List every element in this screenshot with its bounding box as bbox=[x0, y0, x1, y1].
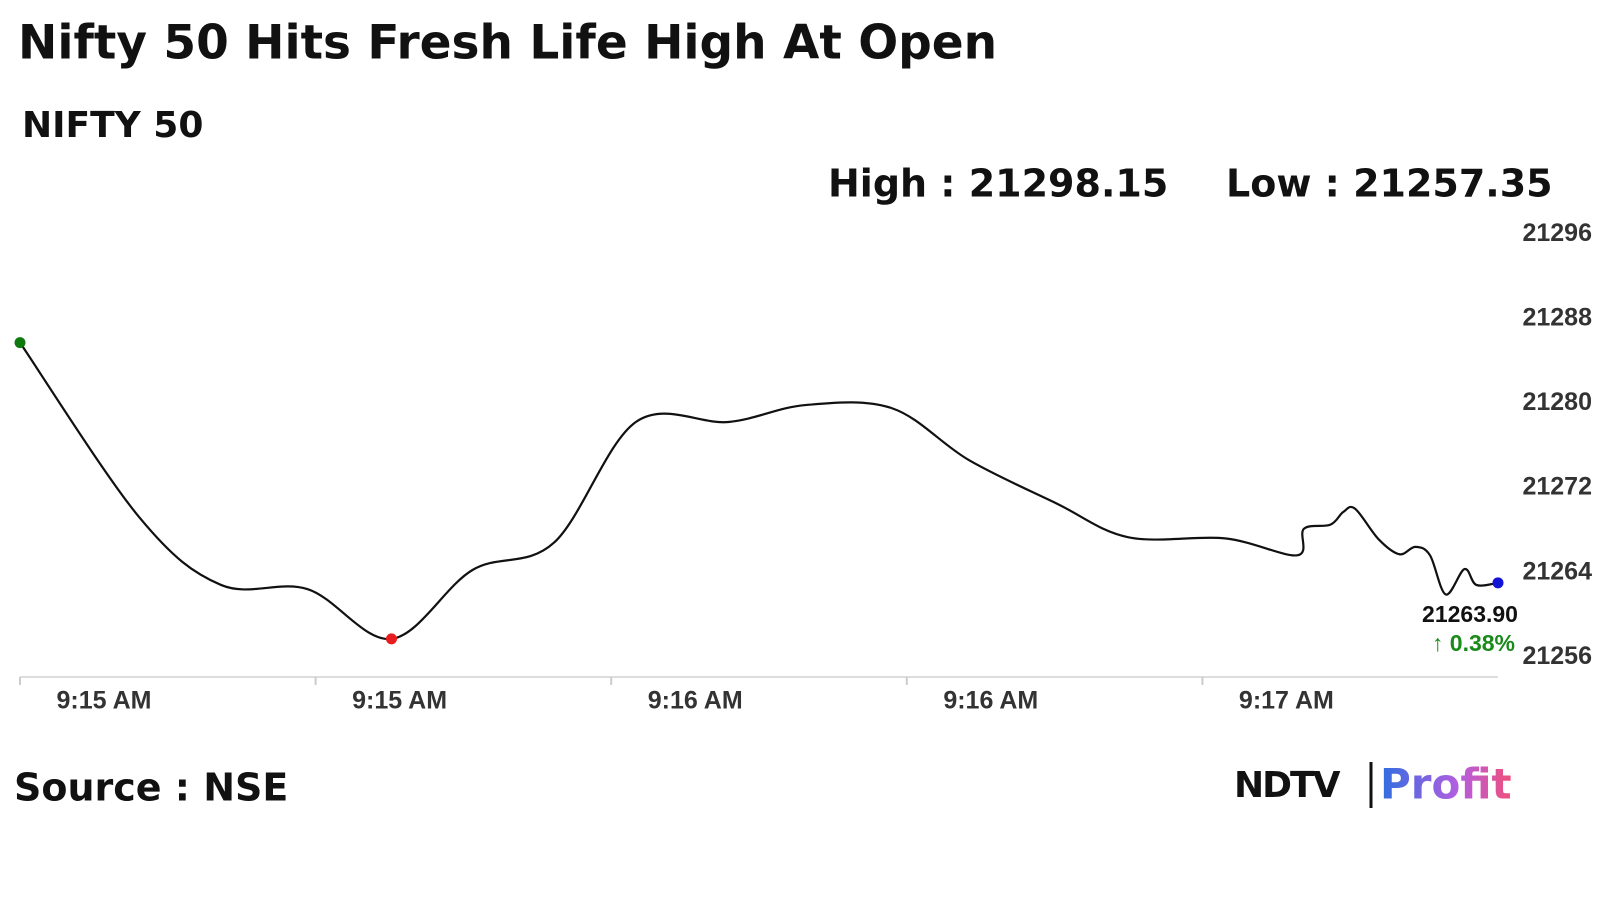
change-label: ↑ 0.38% bbox=[1432, 630, 1515, 656]
x-tick-label: 9:15 AM bbox=[57, 687, 152, 715]
source: Source : NSE bbox=[14, 766, 288, 810]
x-tick-label: 9:16 AM bbox=[943, 687, 1038, 715]
line bbox=[19, 342, 1499, 641]
low-text: Low : 21257.35 bbox=[1226, 162, 1553, 206]
start-marker bbox=[14, 337, 26, 349]
y-tick-label: 21272 bbox=[1522, 473, 1592, 501]
chart-subtitle: NIFTY 50 bbox=[22, 105, 203, 146]
y-tick-label: 21296 bbox=[1522, 219, 1592, 247]
x-tick-label: 9:16 AM bbox=[648, 687, 743, 715]
y-tick-label: 21288 bbox=[1522, 303, 1592, 331]
y-tick-label: 21264 bbox=[1522, 557, 1592, 585]
chart-title: Nifty 50 Hits Fresh Life High At Open bbox=[18, 16, 997, 71]
high-text: High : 21298.15 bbox=[828, 162, 1168, 206]
last-marker bbox=[1492, 577, 1504, 589]
last-price-label: 21263.90 bbox=[1422, 601, 1518, 627]
y-tick-label: 21256 bbox=[1522, 642, 1592, 670]
logo-brand: NDTV bbox=[1234, 765, 1341, 806]
x-tick-label: 9:15 AM bbox=[352, 687, 447, 715]
logo-product: Profit bbox=[1380, 760, 1512, 809]
x-tick-label: 9:17 AM bbox=[1239, 687, 1334, 715]
y-tick-label: 21280 bbox=[1522, 388, 1592, 416]
low-marker bbox=[385, 633, 397, 645]
